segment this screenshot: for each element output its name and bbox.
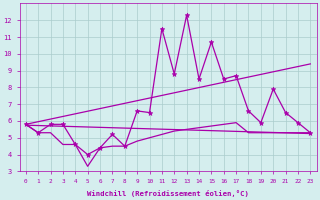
X-axis label: Windchill (Refroidissement éolien,°C): Windchill (Refroidissement éolien,°C) xyxy=(87,190,249,197)
